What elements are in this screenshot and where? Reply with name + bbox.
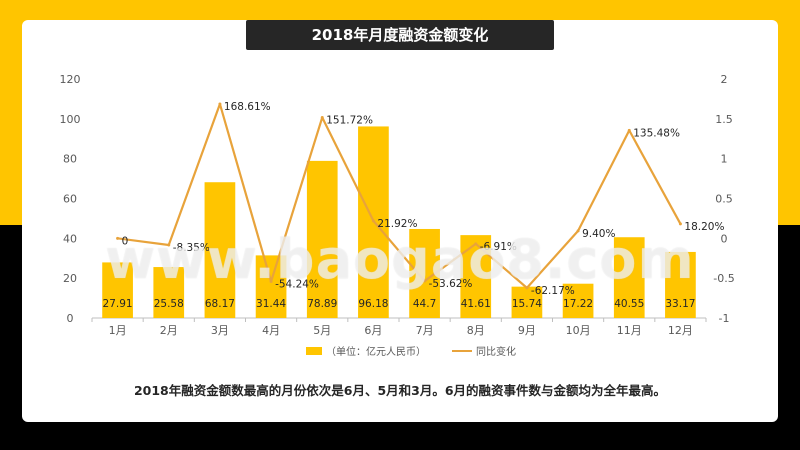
yoy-point [269, 280, 273, 284]
y-left-tick-label: 40 [63, 232, 77, 245]
yoy-value-label: -8.35% [173, 242, 210, 254]
x-tick-label: 7月 [416, 324, 434, 337]
bar [102, 262, 133, 318]
yoy-value-label: -54.24% [275, 279, 319, 291]
x-tick-label: 6月 [364, 324, 382, 337]
yoy-value-label: -6.91% [480, 241, 517, 253]
yoy-point [320, 115, 324, 119]
yoy-line [117, 102, 682, 289]
bar-value-label: 17.22 [563, 298, 593, 310]
x-tick-label: 1月 [109, 324, 127, 337]
yoy-value-label: -53.62% [429, 278, 473, 290]
x-tick-label: 2月 [160, 324, 178, 337]
chart-card [22, 20, 778, 422]
y-right-tick-label: -0.5 [713, 272, 734, 285]
y-right-tick-label: 2 [721, 73, 728, 86]
yoy-value-label: 18.20% [684, 221, 724, 233]
y-left-tick-label: 20 [63, 272, 77, 285]
legend-line-label: 同比变化 [476, 345, 516, 358]
bar [153, 267, 185, 318]
chart-title: 2018年月度融资金额变化 [246, 20, 554, 50]
yoy-value-label: 21.92% [377, 218, 417, 230]
bar [255, 255, 287, 318]
y-left-tick-label: 60 [63, 193, 77, 206]
yoy-point [423, 279, 427, 283]
yoy-point [576, 229, 580, 233]
x-tick-label: 12月 [668, 324, 693, 337]
x-tick-label: 11月 [617, 324, 642, 337]
y-left-tick-label: 0 [67, 312, 74, 325]
bar-value-label: 31.44 [256, 298, 286, 310]
x-tick-label: 8月 [467, 324, 485, 337]
y-left-tick-label: 80 [63, 153, 77, 166]
yoy-value-label: -62.17% [531, 285, 575, 297]
bar [665, 251, 696, 318]
yoy-value-label: 151.72% [326, 114, 373, 126]
bar [306, 160, 338, 318]
x-tick-label: 5月 [313, 324, 331, 337]
bar-value-label: 44.7 [413, 298, 436, 310]
yoy-point [371, 219, 375, 223]
bar-value-label: 40.55 [614, 298, 644, 310]
bar-value-label: 15.74 [512, 298, 542, 310]
y-right-tick-label: 1.5 [715, 113, 733, 126]
bar [460, 235, 492, 318]
bar-value-label: 78.89 [307, 298, 337, 310]
y-left-tick-label: 100 [60, 113, 81, 126]
x-tick-label: 3月 [211, 324, 229, 337]
x-tick-label: 9月 [518, 324, 536, 337]
yoy-point [525, 286, 529, 290]
y-right-tick-label: 1 [721, 153, 728, 166]
chart-caption: 2018年融资金额数最高的月份依次是6月、5月和3月。6月的融资事件数与金额均为… [133, 383, 667, 398]
bar-value-label: 68.17 [205, 298, 235, 310]
bar-value-label: 25.58 [154, 298, 184, 310]
yoy-point [474, 242, 478, 246]
yoy-point [627, 128, 631, 132]
x-tick-label: 10月 [566, 324, 591, 337]
yoy-point [116, 236, 120, 240]
bar-value-label: 33.17 [665, 298, 695, 310]
yoy-value-label: 168.61% [224, 101, 271, 113]
legend-bar-swatch [306, 347, 322, 355]
y-right-tick-label: -1 [719, 312, 730, 325]
y-right-tick-label: 0.5 [715, 193, 733, 206]
y-right-tick-label: 0 [721, 232, 728, 245]
bar-value-label: 27.91 [103, 298, 133, 310]
bar-value-label: 96.18 [358, 298, 388, 310]
bar [613, 237, 645, 318]
yoy-value-label: 135.48% [633, 127, 680, 139]
yoy-value-label: 0 [122, 235, 129, 247]
yoy-point [218, 102, 222, 106]
yoy-value-label: 9.40% [582, 228, 615, 240]
bar-value-label: 41.61 [461, 298, 491, 310]
bar [204, 182, 236, 318]
yoy-point [167, 243, 171, 247]
bar [511, 286, 543, 318]
yoy-point [678, 222, 682, 226]
bar [562, 283, 594, 318]
legend-bar-label: （单位：亿元人民币） [326, 345, 426, 358]
x-tick-label: 4月 [262, 324, 280, 337]
y-left-tick-label: 120 [60, 73, 81, 86]
